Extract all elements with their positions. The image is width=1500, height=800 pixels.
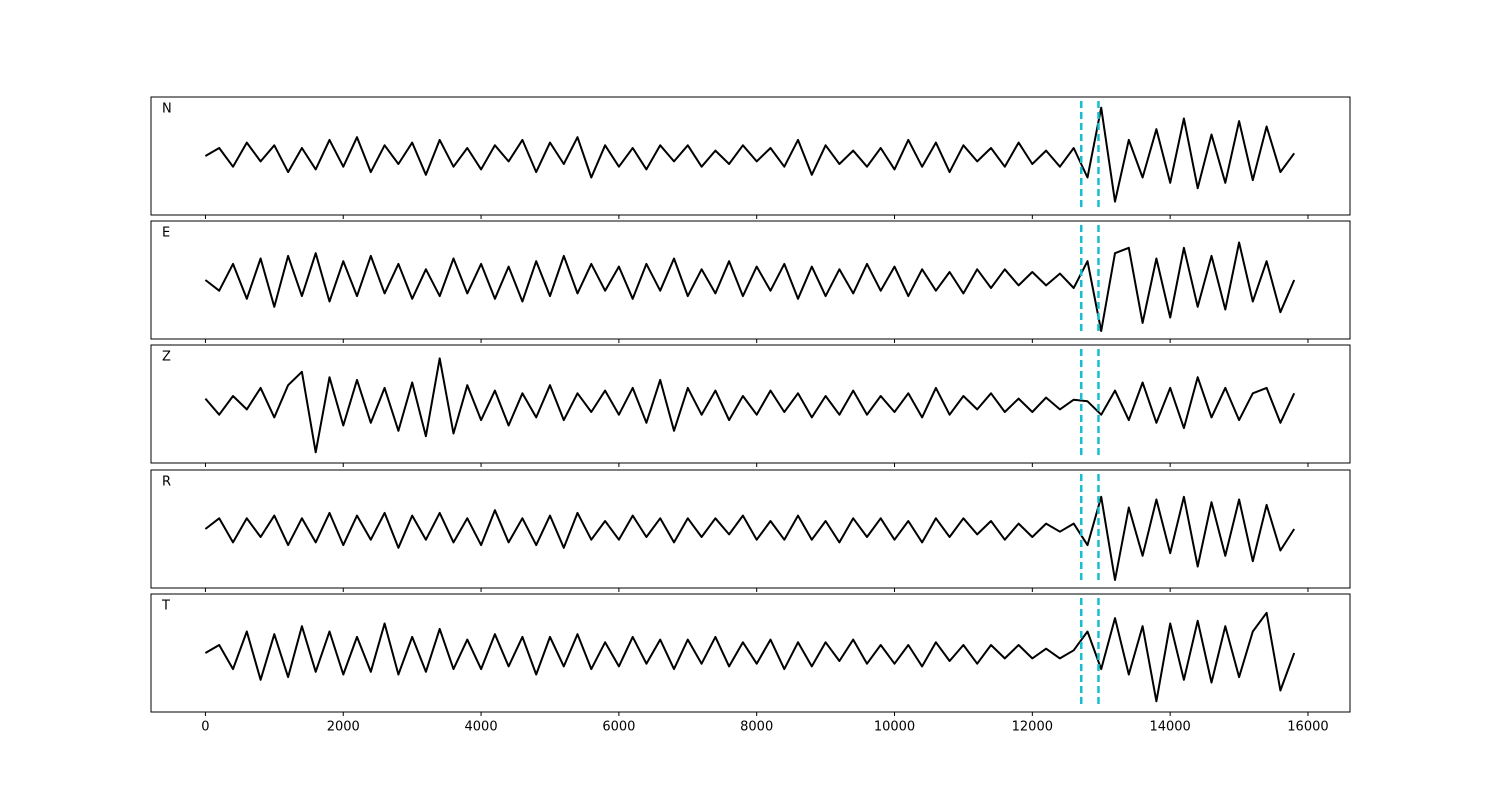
x-tick-label: 6000 (602, 720, 635, 735)
x-tick-label: 0 (201, 720, 209, 735)
x-tick-label: 2000 (327, 720, 360, 735)
x-tick-label: 14000 (1149, 720, 1190, 735)
channel-label: N (162, 102, 172, 117)
trace (204, 241, 1296, 332)
trace (204, 495, 1296, 581)
trace (204, 106, 1296, 203)
channel-label: E (162, 226, 170, 241)
panel-frame (150, 344, 1351, 464)
trace (204, 611, 1296, 703)
x-tick-label: 16000 (1287, 720, 1328, 735)
panel-frame (150, 220, 1351, 340)
channel-label: Z (162, 350, 171, 365)
panel-frame (150, 593, 1351, 713)
channel-label: R (162, 475, 171, 490)
trace (204, 357, 1296, 454)
x-tick-label: 4000 (465, 720, 498, 735)
x-tick-label: 8000 (740, 720, 773, 735)
x-tick-label: 10000 (874, 720, 915, 735)
channel-label: T (161, 599, 170, 614)
panel-frame (150, 469, 1351, 589)
x-tick-label: 12000 (1012, 720, 1053, 735)
panel-frame (150, 96, 1351, 216)
